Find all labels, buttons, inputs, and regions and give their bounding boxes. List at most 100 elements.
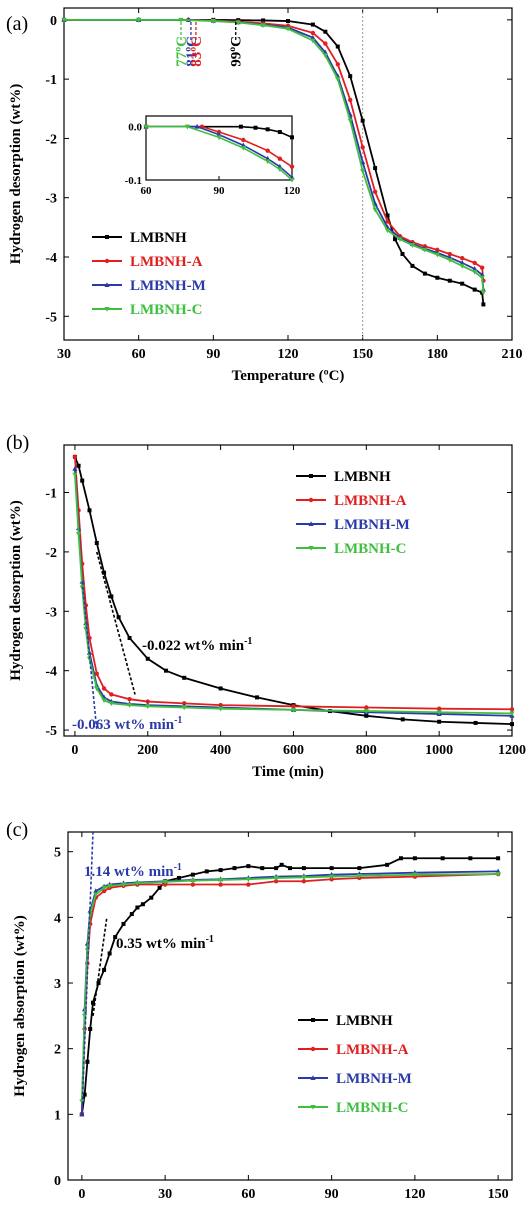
data-point <box>335 44 340 49</box>
data-point <box>373 166 378 171</box>
x-tick-label: 600 <box>283 743 304 758</box>
series-line-LMBNH-M <box>80 870 499 1115</box>
data-point <box>136 17 142 23</box>
panel-label: (a) <box>6 13 28 35</box>
series-line-LMBNH <box>74 456 513 726</box>
data-point <box>357 866 362 871</box>
series-line-LMBNH-C <box>80 873 499 1102</box>
plot-frame <box>63 444 513 737</box>
y-tick-label: -3 <box>45 192 57 207</box>
data-point <box>94 671 99 676</box>
data-point <box>323 29 328 34</box>
data-point <box>310 30 316 36</box>
data-point <box>218 882 223 887</box>
legend-swatch-marker <box>309 474 313 478</box>
data-point <box>472 260 477 266</box>
inset-data-point <box>277 130 282 134</box>
data-point <box>473 720 478 725</box>
slope-tangent-line <box>96 551 136 695</box>
data-point <box>322 53 328 59</box>
slope-tangent-line <box>92 917 108 1016</box>
slope-annotation-superscript: -1 <box>244 636 252 647</box>
data-point <box>162 879 168 885</box>
legend-item-LMBNH-C: LMBNH-C <box>92 302 203 318</box>
inset-y-tick-label: -0.1 <box>125 175 142 187</box>
data-point <box>261 18 266 23</box>
series-line-LMBNH-A <box>80 873 499 1115</box>
data-point <box>75 532 82 537</box>
slope-annotation: 1.14 wt% min-1 <box>84 862 182 880</box>
chart-panel-c: 0306090120150012345Time (min)Hydrogen ab… <box>6 819 513 1202</box>
data-point <box>479 275 485 281</box>
slope-annotation-superscript: -1 <box>206 934 214 945</box>
x-tick-label: 200 <box>137 743 158 758</box>
inset-data-point <box>253 125 258 130</box>
data-point <box>121 921 126 926</box>
data-point <box>145 704 151 710</box>
legend-swatch-marker <box>310 1105 316 1110</box>
legend-label: LMBNH <box>334 469 391 485</box>
data-point <box>288 866 292 871</box>
data-point <box>109 692 114 697</box>
series-LMBNH-C <box>79 872 501 1105</box>
slope-annotation-value: -0.022 wt% min <box>142 638 245 654</box>
data-point <box>434 252 440 258</box>
slope-annotation-value: 1.14 wt% min <box>84 864 174 880</box>
y-tick-label: -1 <box>45 73 57 88</box>
x-tick-label: 0 <box>78 1187 85 1202</box>
data-point <box>509 711 515 717</box>
x-tick-label: 400 <box>210 743 231 758</box>
x-tick-label: 150 <box>352 347 373 362</box>
legend-item-LMBNH-M: LMBNH-M <box>92 278 206 294</box>
onset-annotation: 81ºC <box>184 36 200 67</box>
slope-annotation: 0.35 wt% min-1 <box>116 934 214 952</box>
legend-swatch-marker <box>308 546 314 551</box>
data-point <box>157 885 162 890</box>
data-point <box>190 878 196 884</box>
legend-item-LMBNH-A: LMBNH-A <box>92 254 203 270</box>
legend-item-LMBNH: LMBNH <box>92 230 187 246</box>
data-point <box>274 866 279 871</box>
data-point <box>393 237 398 242</box>
slope-annotation: -0.022 wt% min-1 <box>142 636 252 654</box>
data-point <box>472 287 477 292</box>
data-point <box>101 686 107 691</box>
data-point <box>218 686 223 691</box>
data-point <box>116 615 121 620</box>
series-LMBNH-M <box>72 465 515 718</box>
data-point <box>400 252 405 257</box>
data-point <box>109 594 114 599</box>
y-tick-label: 4 <box>54 911 61 926</box>
inset-data-point <box>241 137 246 143</box>
data-point <box>88 1026 93 1031</box>
inset-data-point <box>290 135 294 140</box>
data-point <box>480 290 486 296</box>
y-tick-label: -3 <box>45 605 57 620</box>
legend-item-LMBNH-A: LMBNH-A <box>298 1042 409 1058</box>
legend: LMBNH LMBNH-A LMBNH-M LMBNH-C <box>92 230 206 318</box>
data-point <box>204 869 209 874</box>
x-tick-label: 150 <box>488 1187 509 1202</box>
data-point <box>385 213 390 218</box>
inset-data-point <box>194 123 200 129</box>
slope-tangent-line <box>81 831 94 1115</box>
series-line-LMBNH-A <box>64 18 485 281</box>
data-point <box>496 856 501 861</box>
legend: LMBNH LMBNH-A LMBNH-M LMBNH-C <box>296 469 410 557</box>
data-point <box>412 872 418 878</box>
data-point <box>181 701 187 706</box>
inset-x-tick-label: 60 <box>141 185 153 197</box>
data-point <box>436 706 442 711</box>
data-point <box>310 34 316 40</box>
data-point <box>101 698 107 704</box>
series-line-LMBNH-M <box>74 468 513 717</box>
inset-data-point <box>143 124 149 130</box>
data-point <box>218 706 224 712</box>
inset-data-point <box>277 156 283 161</box>
inset-data-point <box>277 167 283 173</box>
data-point <box>468 856 473 861</box>
data-point <box>273 879 279 884</box>
legend-label: LMBNH-C <box>336 1100 409 1116</box>
data-point <box>96 981 101 986</box>
data-point <box>76 463 81 468</box>
